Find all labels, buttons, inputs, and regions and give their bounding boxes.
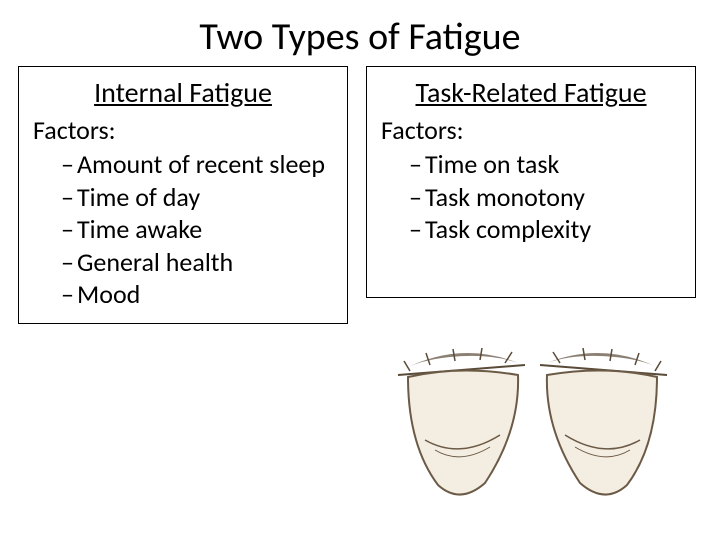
task-related-fatigue-box: Task-Related Fatigue Factors: –Time on t…	[366, 66, 696, 298]
list-item: –Time of day	[33, 181, 333, 214]
dash-icon: –	[61, 181, 77, 214]
item-text: Time on task	[425, 148, 559, 180]
list-item: –Task complexity	[381, 213, 681, 246]
item-text: Task monotony	[425, 181, 585, 213]
sleepy-eyes-icon	[390, 335, 675, 510]
list-item: –Mood	[33, 278, 333, 311]
item-text: Amount of recent sleep	[77, 148, 325, 180]
item-text: Mood	[77, 278, 140, 310]
page-title: Two Types of Fatigue	[0, 0, 720, 66]
dash-icon: –	[409, 148, 425, 181]
dash-icon: –	[61, 213, 77, 246]
internal-fatigue-box: Internal Fatigue Factors: –Amount of rec…	[18, 66, 348, 324]
list-item: –Amount of recent sleep	[33, 148, 333, 181]
internal-factors-label: Factors:	[33, 114, 333, 146]
dash-icon: –	[409, 213, 425, 246]
item-text: Task complexity	[425, 213, 591, 245]
columns: Internal Fatigue Factors: –Amount of rec…	[0, 66, 720, 324]
list-item: –Time on task	[381, 148, 681, 181]
list-item: –Time awake	[33, 213, 333, 246]
dash-icon: –	[61, 246, 77, 279]
item-text: Time awake	[77, 213, 202, 245]
item-text: General health	[77, 246, 233, 278]
list-item: –Task monotony	[381, 181, 681, 214]
internal-heading: Internal Fatigue	[33, 75, 333, 110]
dash-icon: –	[409, 181, 425, 214]
list-item: –General health	[33, 246, 333, 279]
item-text: Time of day	[77, 181, 200, 213]
task-heading: Task-Related Fatigue	[381, 75, 681, 110]
dash-icon: –	[61, 148, 77, 181]
task-factors-label: Factors:	[381, 114, 681, 146]
dash-icon: –	[61, 278, 77, 311]
